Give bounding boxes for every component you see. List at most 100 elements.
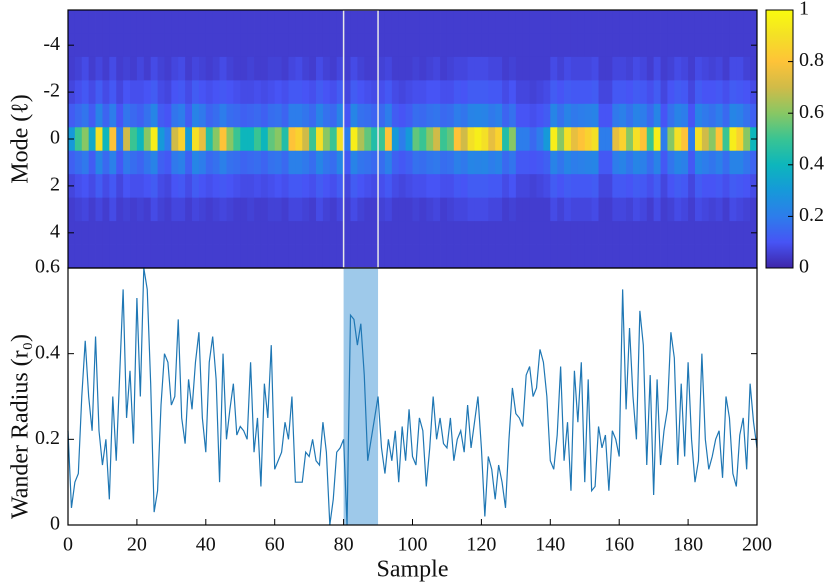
heatmap-cell — [570, 10, 579, 34]
heatmap-cell — [674, 10, 682, 34]
heatmap-cell — [481, 103, 489, 128]
heatmap-cell — [254, 33, 262, 58]
heatmap-cell — [95, 103, 103, 128]
heatmap-cell — [639, 103, 648, 128]
heatmap-cell — [722, 244, 730, 269]
heatmap-cell — [343, 10, 351, 34]
heatmap-cell — [288, 103, 296, 128]
heatmap-cell — [502, 174, 510, 199]
heatmap-cell — [736, 56, 744, 81]
heatmap-cell — [667, 127, 675, 152]
heatmap-cell — [460, 127, 469, 152]
heatmap-cell — [81, 174, 90, 199]
heatmap-cell — [260, 150, 269, 175]
heatmap-cell — [350, 197, 358, 222]
heatmap-cell — [322, 221, 331, 245]
heatmap-cell — [488, 10, 496, 34]
heatmap-cell — [522, 80, 531, 105]
heatmap-cell — [322, 127, 331, 152]
heatmap-cell — [508, 244, 517, 269]
heatmap-cell — [371, 103, 379, 128]
heatmap-cell — [398, 244, 407, 269]
heatmap-cell — [419, 174, 427, 199]
heatmap-cell — [708, 244, 717, 269]
heatmap-cell — [288, 80, 296, 105]
heatmap-cell — [150, 80, 158, 105]
heatmap-cell — [350, 80, 358, 105]
heatmap-cell — [329, 127, 338, 152]
heatmap-cell — [171, 197, 179, 222]
heatmap-cell — [605, 10, 613, 34]
heatmap-cell — [736, 174, 744, 199]
heatmap-cell — [522, 174, 531, 199]
heatmap-cell — [74, 174, 83, 199]
heatmap-cell — [185, 150, 193, 175]
heatmap-cell — [660, 33, 668, 58]
heatmap-cell — [329, 221, 338, 245]
heatmap-cell — [226, 80, 234, 105]
heatmap-cell — [440, 244, 448, 269]
heatmap-cell — [564, 174, 572, 199]
heatmap-cell — [150, 10, 158, 34]
heatmap-cell — [502, 10, 510, 34]
heatmap-cell — [446, 10, 455, 34]
heatmap-cell — [708, 103, 717, 128]
heatmap-cell — [322, 56, 331, 81]
heatmap-cell — [660, 10, 668, 34]
heatmap-cell — [130, 221, 138, 245]
heatmap-cell — [736, 103, 744, 128]
heatmap-cell — [729, 10, 737, 34]
heatmap-cell — [591, 150, 599, 175]
heatmap-cell — [495, 80, 503, 105]
heatmap-cell — [143, 197, 152, 222]
heatmap-cell — [619, 197, 627, 222]
heatmap-cell — [474, 33, 482, 58]
heatmap-cell — [570, 127, 579, 152]
heatmap-cell — [171, 56, 179, 81]
heatmap-cell — [171, 150, 179, 175]
heatmap-cell — [681, 197, 689, 222]
heatmap-cell — [694, 244, 703, 269]
heatmap-cell — [68, 103, 76, 128]
heatmap-cell — [95, 174, 103, 199]
heatmap-cell — [660, 103, 668, 128]
heatmap-cell — [412, 244, 420, 269]
heatmap-cell — [701, 103, 710, 128]
heatmap-cell — [226, 174, 234, 199]
heatmap-cell — [605, 127, 613, 152]
colorbar-tick-label: 0.2 — [799, 204, 824, 226]
heatmap-cell — [95, 80, 103, 105]
heatmap-cell — [508, 33, 517, 58]
heatmap-cell — [495, 56, 503, 81]
heatmap-cell — [488, 221, 496, 245]
heatmap-cell — [88, 174, 96, 199]
heatmap-cell — [81, 80, 90, 105]
heatmap-cell — [81, 150, 90, 175]
heatmap-cell — [626, 244, 634, 269]
heatmap-cell — [708, 10, 717, 34]
heatmap-cell — [412, 127, 420, 152]
heatmap-cell — [88, 150, 96, 175]
heatmap-cell — [219, 197, 227, 222]
heatmap-cell — [626, 150, 634, 175]
heatmap-cell — [309, 56, 317, 81]
heatmap-cell — [508, 221, 517, 245]
heatmap-cell — [233, 174, 241, 199]
heatmap-cell — [192, 197, 200, 222]
heatmap-cell — [467, 174, 475, 199]
heatmap-cell — [116, 80, 124, 105]
heatmap-cell — [130, 150, 138, 175]
heatmap-cell — [619, 33, 627, 58]
heatmap-cell — [212, 150, 220, 175]
heatmap-cell — [632, 127, 641, 152]
heatmap-cell — [619, 103, 627, 128]
heatmap-cell — [185, 80, 193, 105]
heatmap-cell — [515, 244, 524, 269]
x-tick-label: 20 — [127, 534, 147, 556]
heatmap-cell — [522, 103, 531, 128]
heatmap-cell — [198, 150, 207, 175]
heatmap-cell — [440, 33, 448, 58]
heatmap-cell — [639, 127, 648, 152]
heatmap-cell — [743, 244, 751, 269]
